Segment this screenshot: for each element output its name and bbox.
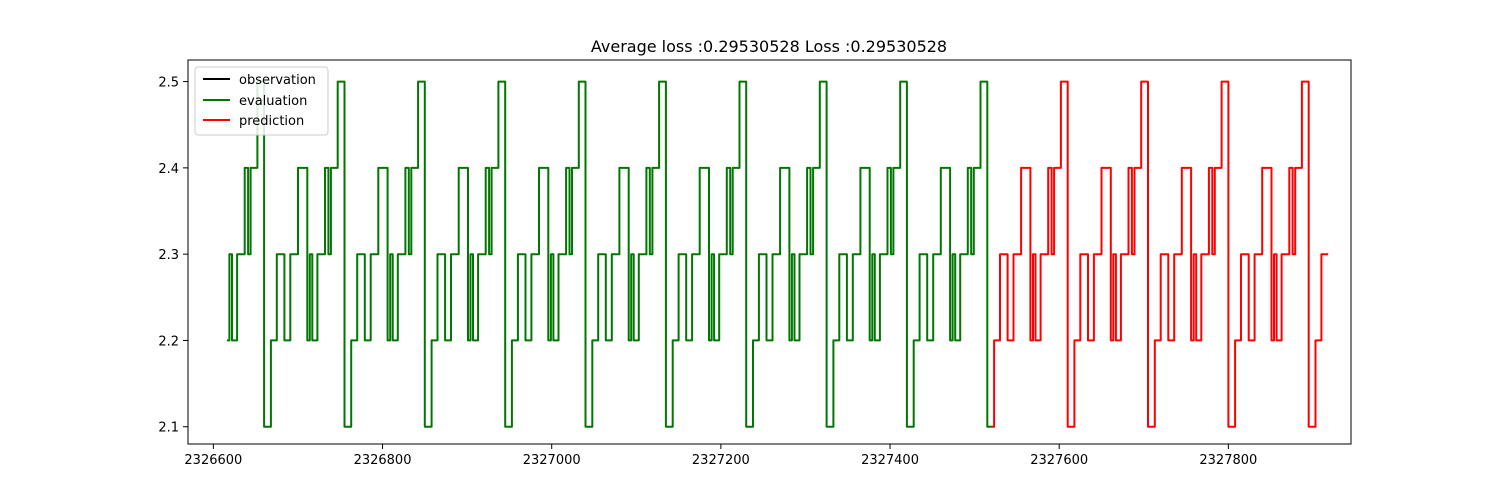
y-tick-label: 2.3 [158, 248, 179, 263]
legend-label-evaluation: evaluation [239, 94, 307, 109]
x-tick-label: 2326600 [184, 453, 242, 468]
series-line-evaluation [226, 80, 992, 428]
plot-frame [187, 59, 1352, 445]
x-tick-label: 2327200 [692, 453, 750, 468]
legend-label-observation: observation [239, 73, 316, 88]
x-tick-label: 2327400 [861, 453, 919, 468]
y-tick-label: 2.5 [158, 76, 179, 91]
y-tick-label: 2.2 [158, 334, 179, 349]
x-tick-label: 2327800 [1199, 453, 1257, 468]
series-line-prediction [991, 80, 1329, 428]
y-tick-label: 2.1 [158, 421, 179, 436]
x-axis: 2326600 2326800 2327000 2327200 2327400 23276… [184, 444, 1257, 468]
x-tick-label: 2326800 [354, 453, 412, 468]
y-axis: 2.1 2.2 2.3 2.4 2.5 [158, 76, 188, 436]
x-tick-label: 2327000 [523, 453, 581, 468]
y-tick-label: 2.4 [158, 162, 179, 177]
chart-title: Average loss :0.29530528 Loss :0.2953052… [591, 37, 947, 56]
legend: observation evaluation prediction [194, 66, 329, 136]
legend-box [194, 66, 329, 136]
x-tick-label: 2327600 [1030, 453, 1088, 468]
series-lines [226, 80, 1329, 428]
legend-label-prediction: prediction [239, 114, 304, 129]
